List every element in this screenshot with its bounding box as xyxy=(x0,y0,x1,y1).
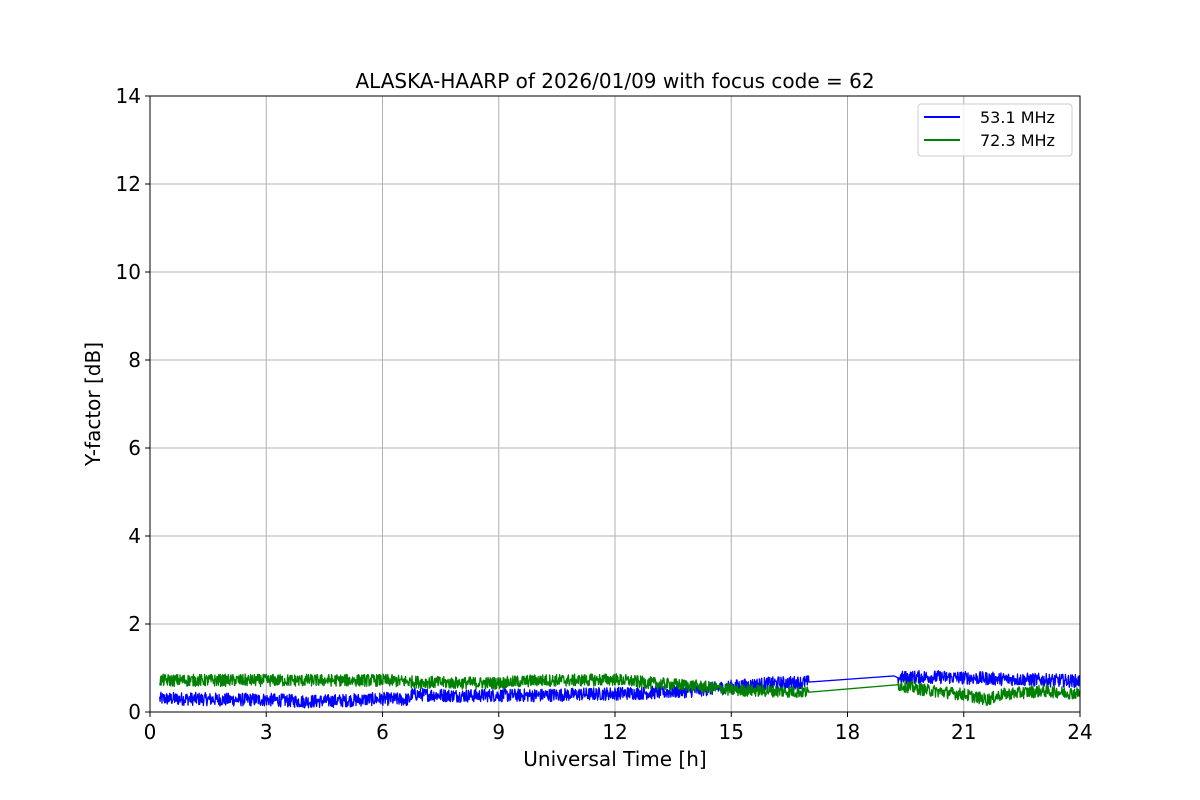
y-axis-label: Y-factor [dB] xyxy=(81,342,105,467)
grid-lines xyxy=(149,95,1081,713)
y-tick-label: 8 xyxy=(128,348,141,372)
series-layer xyxy=(159,669,1081,709)
chart-title: ALASKA-HAARP of 2026/01/09 with focus co… xyxy=(355,69,874,93)
legend-label-72: 72.3 MHz xyxy=(980,131,1055,150)
x-axis-label: Universal Time [h] xyxy=(523,747,706,771)
series-line-0 xyxy=(159,669,1081,709)
x-tick-label: 3 xyxy=(260,720,273,744)
x-tick-label: 15 xyxy=(719,720,744,744)
series-line-1 xyxy=(159,673,1081,707)
y-tick-label: 6 xyxy=(128,436,141,460)
legend-label-53: 53.1 MHz xyxy=(980,108,1055,127)
y-tick-label: 4 xyxy=(128,524,141,548)
x-tick-label: 9 xyxy=(492,720,505,744)
x-tick-label: 6 xyxy=(376,720,389,744)
x-tick-label: 18 xyxy=(835,720,860,744)
y-tick-label: 14 xyxy=(116,84,141,108)
x-tick-label: 21 xyxy=(951,720,976,744)
x-tick-label: 24 xyxy=(1067,720,1092,744)
y-tick-label: 10 xyxy=(116,260,141,284)
x-tick-label: 0 xyxy=(144,720,157,744)
legend: 53.1 MHz 72.3 MHz xyxy=(917,103,1073,157)
y-tick-label: 0 xyxy=(128,700,141,724)
y-tick-label: 2 xyxy=(128,612,141,636)
y-tick-label: 12 xyxy=(116,172,141,196)
x-tick-label: 12 xyxy=(602,720,627,744)
